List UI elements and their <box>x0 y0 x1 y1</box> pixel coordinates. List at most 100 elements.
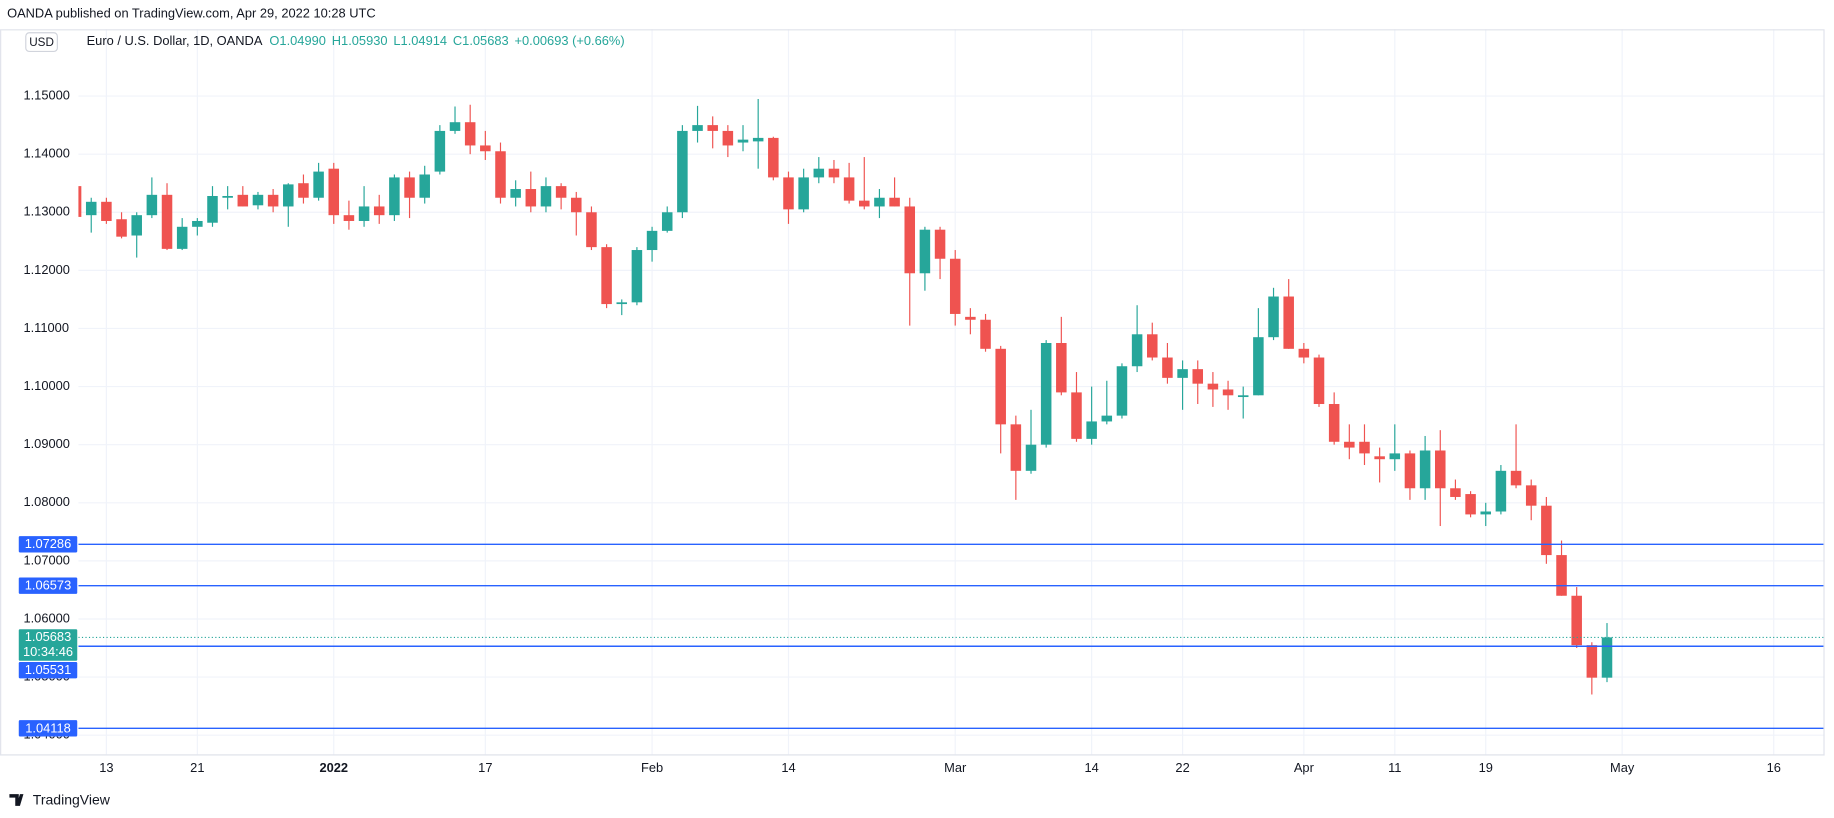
candle-body <box>1147 334 1158 358</box>
candle-body <box>480 145 491 152</box>
candle-body <box>1056 343 1067 393</box>
candle-body <box>995 348 1006 425</box>
candle-body <box>586 212 597 248</box>
candle-body <box>237 194 249 207</box>
candle-body <box>449 122 461 131</box>
line-label-box <box>18 720 78 737</box>
candle-body <box>464 122 476 146</box>
candle-body <box>1177 369 1188 378</box>
candle-body <box>783 177 794 210</box>
candle-body <box>1207 383 1219 390</box>
open-label: O1.04990 <box>269 33 326 48</box>
candle-body <box>904 206 916 274</box>
candle-body <box>1556 555 1567 596</box>
candle-body <box>1571 595 1582 646</box>
candle-body <box>116 219 127 237</box>
candle-body <box>1344 441 1355 448</box>
candle-body <box>1510 470 1522 486</box>
y-tick-label: 1.13000 <box>23 204 69 219</box>
candle-body <box>1480 511 1492 515</box>
line-label: 1.04118 <box>25 720 71 735</box>
candle-body <box>1162 357 1173 378</box>
candle-body <box>949 258 961 314</box>
chart-header: Euro / U.S. Dollar, 1D, OANDA O1.04990 H1.… <box>87 33 625 48</box>
candle-body <box>434 130 446 172</box>
published-note: OANDA published on TradingView.com, Apr … <box>7 5 376 20</box>
candle-body <box>1222 389 1234 396</box>
candle-body <box>555 186 567 198</box>
x-tick-label: 14 <box>781 760 795 775</box>
currency[interactable]: USD <box>29 36 54 49</box>
candle-body <box>980 319 991 349</box>
low-label: L1.04914 <box>393 33 447 48</box>
change-label: +0.00693 (+0.66%) <box>515 33 625 48</box>
candle-body <box>616 302 628 305</box>
candle-body <box>692 125 703 131</box>
candle-body <box>752 137 764 142</box>
close-label: C1.05683 <box>453 33 509 48</box>
candle-body <box>843 177 855 201</box>
candle-body <box>1086 421 1097 439</box>
candle-body <box>828 168 840 178</box>
candle-body <box>1253 337 1264 396</box>
candle-body <box>192 220 203 227</box>
candle-body <box>1283 296 1294 349</box>
y-tick-label: 1.14000 <box>23 146 69 161</box>
candle-body <box>874 197 885 207</box>
plot-area <box>78 98 1825 730</box>
candle-body <box>722 130 734 146</box>
candle-body <box>768 137 779 178</box>
candle-body <box>737 139 749 143</box>
candle-body <box>101 201 112 221</box>
candle-body <box>373 206 385 216</box>
last-price-label: 1.05683 <box>25 629 71 644</box>
candle-body <box>965 316 976 320</box>
candle-body <box>1435 450 1446 489</box>
candle-body <box>707 125 718 131</box>
x-tick-label: 2022 <box>319 760 348 775</box>
candle-body <box>1495 470 1507 512</box>
candle-body <box>813 168 825 178</box>
candle-body <box>934 229 946 259</box>
candle-body <box>677 130 688 213</box>
candle-body <box>631 250 643 303</box>
y-tick-label: 1.08000 <box>23 494 69 509</box>
candle-body <box>343 215 355 221</box>
line-label-box <box>18 661 78 679</box>
candle-body <box>859 200 870 207</box>
brand-logo <box>9 794 24 806</box>
candle-body <box>1298 348 1310 358</box>
candle-body <box>1419 450 1431 489</box>
y-tick-label: 1.12000 <box>23 262 69 277</box>
logo-mark <box>9 794 24 806</box>
candle-body <box>252 194 264 206</box>
currency-box[interactable] <box>25 32 58 53</box>
x-tick-label: 16 <box>1767 760 1781 775</box>
candle-body <box>889 197 900 207</box>
x-tick-label: Feb <box>641 760 663 775</box>
candle-body <box>919 229 931 274</box>
candle-body <box>1328 404 1340 442</box>
candle-body <box>1313 357 1325 405</box>
candle-body <box>540 186 552 207</box>
candle-body <box>389 177 400 216</box>
brand: TradingView <box>33 791 111 807</box>
candle-body <box>1586 645 1598 678</box>
candle-body <box>646 230 658 251</box>
candle-body <box>1192 369 1204 384</box>
candle-body <box>525 189 537 207</box>
candle-body <box>78 186 82 217</box>
countdown: 10:34:46 <box>23 644 73 659</box>
y-tick-label: 1.10000 <box>23 378 69 393</box>
x-tick-label: Mar <box>944 760 967 775</box>
x-tick-label: 11 <box>1388 760 1401 775</box>
candle-body <box>1404 453 1416 489</box>
candle-body <box>495 151 506 198</box>
candle-body <box>1601 637 1613 678</box>
line-label: 1.07286 <box>25 536 71 551</box>
candle-body <box>1389 453 1401 460</box>
candle-body <box>1450 488 1461 497</box>
